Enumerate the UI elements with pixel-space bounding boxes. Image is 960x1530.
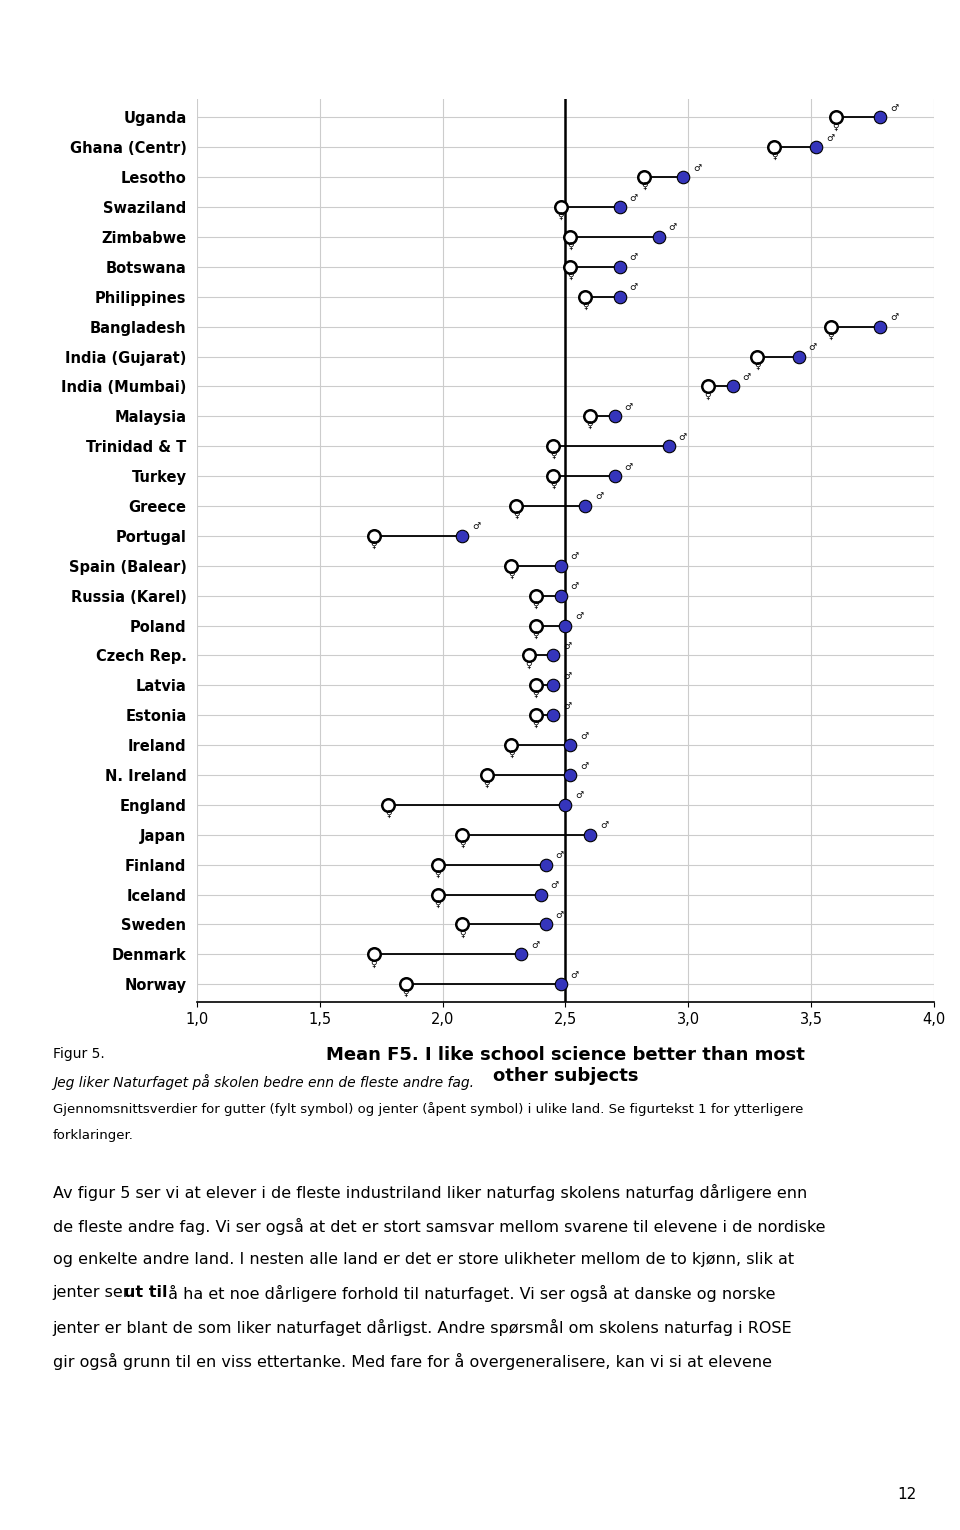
Text: ♀: ♀ [484,780,491,789]
Text: ♂: ♂ [595,493,603,502]
Text: ♂: ♂ [630,283,637,292]
Text: ♂: ♂ [570,552,579,562]
Text: ♀: ♀ [550,451,557,461]
Text: ♂: ♂ [630,254,637,262]
Text: ♂: ♂ [693,164,702,173]
Text: ♂: ♂ [742,373,751,382]
Text: de fleste andre fag. Vi ser også at det er stort samsvar mellom svarene til elev: de fleste andre fag. Vi ser også at det … [53,1218,826,1235]
Text: ♀: ♀ [705,392,711,401]
Text: Gjennomsnittsverdier for gutter (fylt symbol) og jenter (åpent symbol) i ulike l: Gjennomsnittsverdier for gutter (fylt sy… [53,1102,804,1115]
Text: ♂: ♂ [580,762,588,771]
Text: ♂: ♂ [570,970,579,979]
Text: ♀: ♀ [771,153,778,161]
Text: ♀: ♀ [640,182,647,191]
Text: ♀: ♀ [754,361,760,370]
Text: ♂: ♂ [575,612,584,621]
Text: ♀: ♀ [385,809,392,819]
Text: ♂: ♂ [890,104,898,113]
Text: ♀: ♀ [533,690,540,699]
Text: ♀: ♀ [587,421,593,430]
Text: ♀: ♀ [567,242,574,251]
Text: ♀: ♀ [513,511,519,520]
Text: ♂: ♂ [580,731,588,741]
Text: ♂: ♂ [556,851,564,860]
Text: ♀: ♀ [828,332,834,341]
Text: ♂: ♂ [669,223,677,233]
Text: ♂: ♂ [531,941,540,950]
Text: ♂: ♂ [563,643,571,650]
Text: ♀: ♀ [533,630,540,640]
Text: ♂: ♂ [575,791,584,800]
Text: ♀: ♀ [459,840,466,849]
Text: ♀: ♀ [582,301,588,311]
Text: ♀: ♀ [371,959,377,968]
Text: Jeg liker Naturfaget på skolen bedre enn de fleste andre fag.: Jeg liker Naturfaget på skolen bedre enn… [53,1074,474,1089]
Text: jenter er blant de som liker naturfaget dårligst. Andre spørsmål om skolens natu: jenter er blant de som liker naturfaget … [53,1319,792,1336]
Text: ♂: ♂ [679,433,686,442]
Text: ut til: ut til [124,1285,168,1300]
Text: jenter ser: jenter ser [53,1285,135,1300]
Text: å ha et noe dårligere forhold til naturfaget. Vi ser også at danske og norske: å ha et noe dårligere forhold til naturf… [163,1285,776,1302]
Text: ♀: ♀ [567,272,574,282]
Text: Figur 5.: Figur 5. [53,1047,105,1060]
Text: ♀: ♀ [557,213,564,222]
Text: ♂: ♂ [570,583,579,591]
Text: Av figur 5 ser vi at elever i de fleste industriland liker naturfag skolens natu: Av figur 5 ser vi at elever i de fleste … [53,1184,807,1201]
Text: gir også grunn til en viss ettertanke. Med fare for å overgeneralisere, kan vi s: gir også grunn til en viss ettertanke. M… [53,1353,772,1369]
Text: 12: 12 [898,1487,917,1502]
Text: ♀: ♀ [508,750,515,759]
Text: ♀: ♀ [832,122,839,132]
Text: ♂: ♂ [551,881,559,890]
Text: ♀: ♀ [550,480,557,490]
Text: ♂: ♂ [624,462,633,471]
Text: ♀: ♀ [508,571,515,580]
Text: ♂: ♂ [472,522,480,531]
Text: ♂: ♂ [600,822,608,831]
Text: ♀: ♀ [402,990,409,998]
Text: ♀: ♀ [371,542,377,549]
Text: ♂: ♂ [624,402,633,412]
Text: ♂: ♂ [563,702,571,711]
Text: ♂: ♂ [826,133,834,142]
X-axis label: Mean F5. I like school science better than most
other subjects: Mean F5. I like school science better th… [326,1047,804,1085]
Text: og enkelte andre land. I nesten alle land er det er store ulikheter mellom de to: og enkelte andre land. I nesten alle lan… [53,1252,794,1267]
Text: ♂: ♂ [556,910,564,920]
Text: ♀: ♀ [459,930,466,938]
Text: forklaringer.: forklaringer. [53,1129,133,1141]
Text: ♀: ♀ [533,601,540,609]
Text: ♀: ♀ [434,869,441,878]
Text: ♂: ♂ [563,672,571,681]
Text: ♂: ♂ [630,194,637,202]
Text: ♀: ♀ [434,900,441,909]
Text: ♂: ♂ [890,314,898,323]
Text: ♀: ♀ [533,721,540,730]
Text: ♀: ♀ [525,661,532,670]
Text: ♂: ♂ [808,343,817,352]
